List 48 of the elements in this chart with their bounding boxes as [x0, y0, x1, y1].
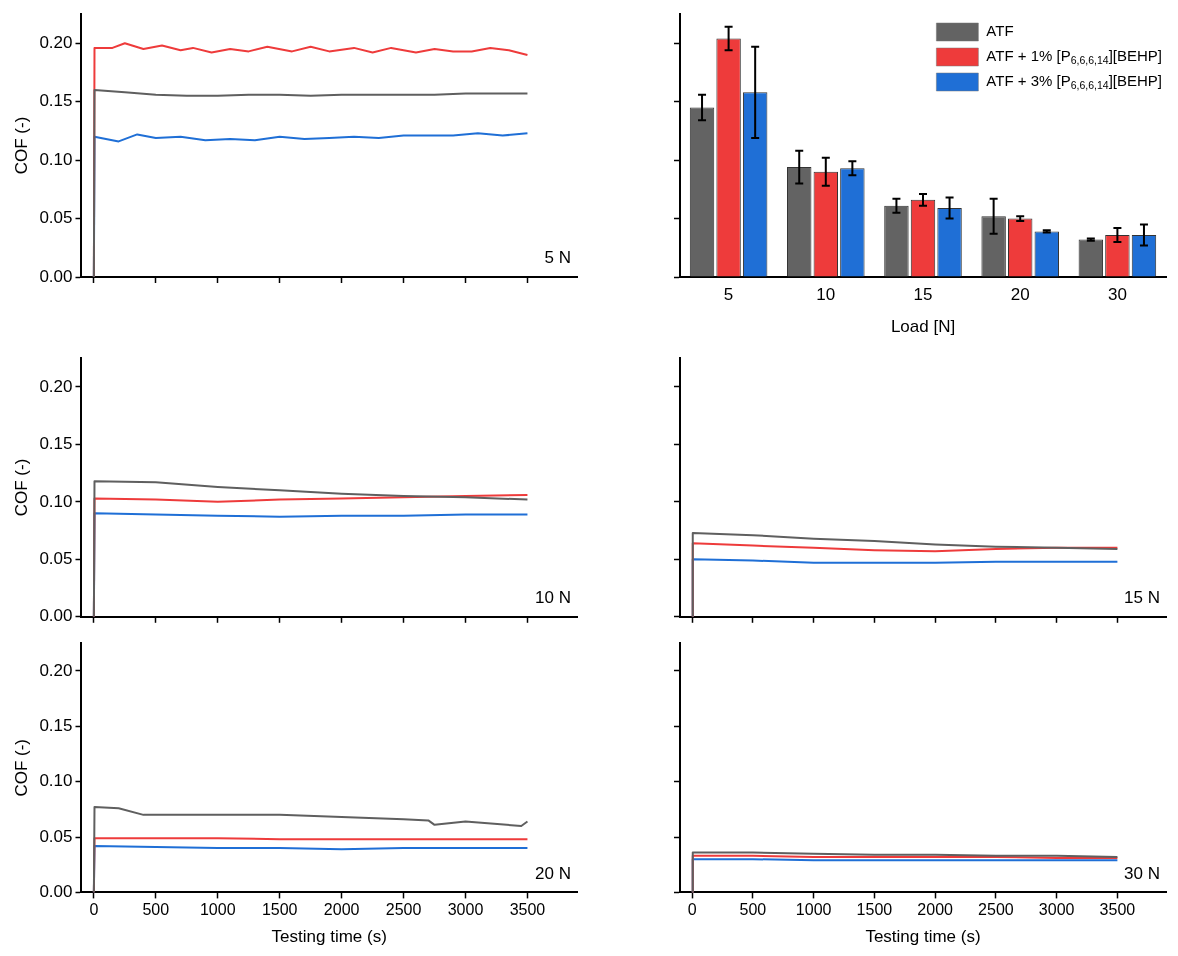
y-tick-label: 0.20: [39, 660, 73, 680]
x-tick-label: 500: [739, 901, 767, 919]
annotation: 5 N: [544, 248, 571, 268]
legend-label: ATF: [986, 22, 1014, 40]
x-tick-label: 1500: [261, 901, 298, 919]
x-tick-label: 1500: [856, 901, 893, 919]
x-tick-label: 3000: [447, 901, 484, 919]
x-tick-label: 20: [1010, 284, 1030, 304]
y-axis-title: COF (-): [11, 458, 31, 517]
y-tick-label: 0.05: [39, 826, 73, 846]
y-tick-label: 0.10: [39, 491, 73, 511]
y-tick-label: 0.00: [39, 606, 73, 626]
x-tick-label: 30: [1107, 284, 1127, 304]
y-tick-label: 0.05: [39, 208, 73, 228]
annotation: 30 N: [1124, 863, 1160, 883]
x-tick-label: 10: [816, 284, 836, 304]
x-axis-title: Load [N]: [890, 317, 956, 337]
y-tick-label: 0.15: [39, 434, 73, 454]
x-tick-label: 0: [687, 901, 697, 919]
x-tick-label: 2000: [323, 901, 360, 919]
x-tick-label: 5: [723, 284, 734, 304]
y-tick-label: 0.00: [39, 882, 73, 902]
x-tick-label: 1000: [199, 901, 236, 919]
y-tick-label: 0.20: [39, 32, 73, 52]
x-tick-label: 1000: [795, 901, 832, 919]
x-tick-label: 500: [142, 901, 170, 919]
y-axis-title: COF (-): [11, 739, 31, 797]
x-axis-title: Testing time (s): [865, 927, 981, 947]
x-tick-label: 2500: [978, 901, 1014, 919]
annotation: 20 N: [535, 863, 571, 883]
y-tick-label: 0.10: [39, 771, 73, 791]
y-tick-label: 0.15: [39, 715, 73, 735]
x-axis-title: Testing time (s): [271, 927, 387, 947]
x-tick-label: 3500: [509, 901, 546, 919]
y-tick-label: 0.20: [39, 376, 73, 396]
x-tick-label: 2000: [917, 901, 954, 919]
y-tick-label: 0.10: [39, 149, 73, 169]
x-tick-label: 3000: [1038, 901, 1075, 919]
y-tick-label: 0.00: [39, 266, 73, 286]
annotation: 10 N: [535, 587, 571, 607]
annotation: 15 N: [1124, 587, 1160, 607]
y-tick-label: 0.05: [39, 549, 73, 569]
y-tick-label: 0.15: [39, 91, 73, 111]
x-tick-label: 2500: [385, 901, 422, 919]
y-axis-title: COF (-): [11, 116, 31, 175]
x-tick-label: 0: [89, 901, 99, 919]
x-tick-label: 3500: [1099, 901, 1136, 919]
x-tick-label: 15: [913, 284, 933, 304]
